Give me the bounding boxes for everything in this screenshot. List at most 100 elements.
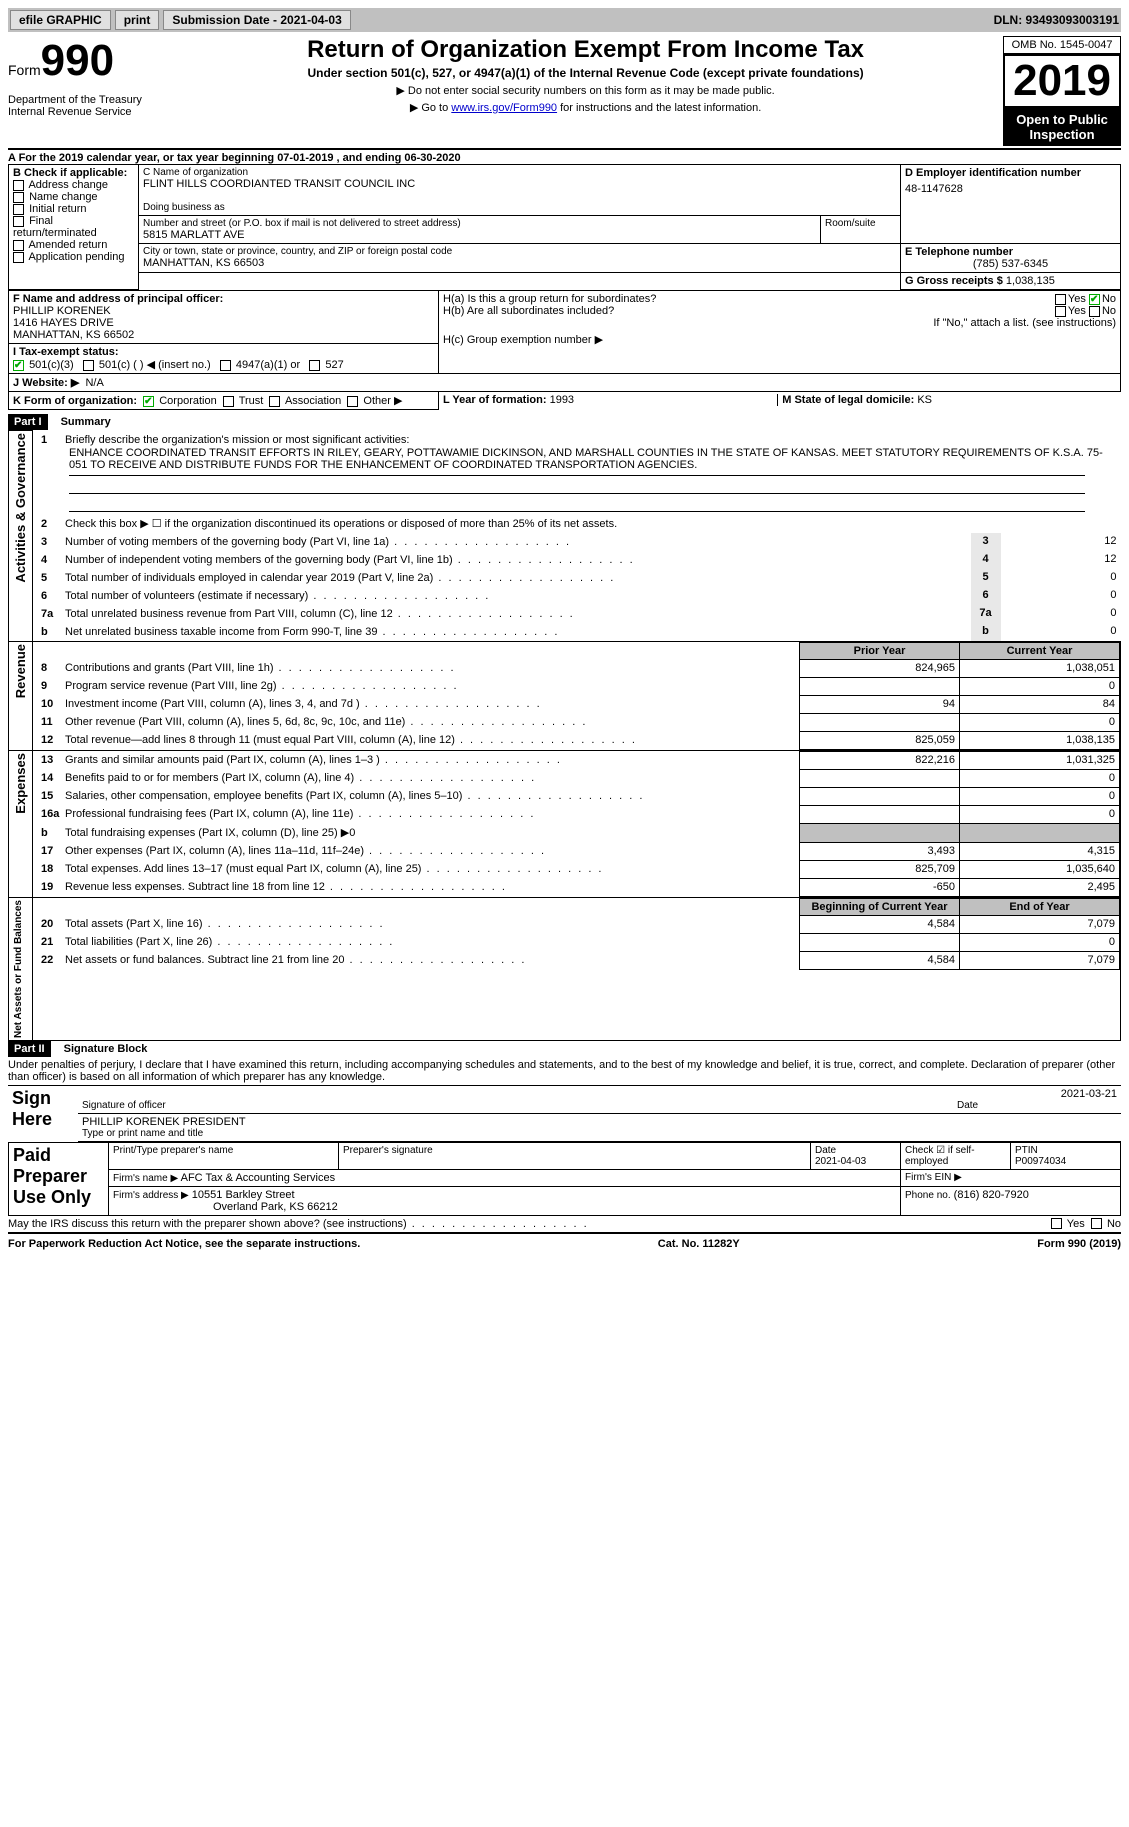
hb-label: H(b) Are all subordinates included? (443, 305, 614, 317)
sign-here: Sign Here (8, 1086, 78, 1142)
l1-label: Briefly describe the organization's miss… (65, 434, 1117, 446)
gross-receipts-label: G Gross receipts $ (905, 275, 1003, 287)
summary-table: Activities & Governance 1Briefly describ… (8, 430, 1121, 1041)
omb-number: OMB No. 1545-0047 (1003, 36, 1121, 54)
phone-value: (785) 537-6345 (905, 258, 1116, 270)
form-number: Form990 (8, 36, 168, 86)
print-btn[interactable]: print (115, 10, 160, 30)
check-trust[interactable] (223, 396, 234, 407)
check-527[interactable] (309, 360, 320, 371)
fin-row-16a: 16aProfessional fundraising fees (Part I… (33, 805, 1120, 823)
efile-btn[interactable]: efile GRAPHIC (10, 10, 111, 30)
discuss-yes[interactable] (1051, 1218, 1062, 1229)
check-app-pending[interactable] (13, 252, 24, 263)
street-value: 5815 MARLATT AVE (143, 229, 816, 241)
officer-name: PHILLIP KORENEK (13, 305, 434, 317)
form-org-label: K Form of organization: (13, 395, 137, 407)
check-initial-return[interactable] (13, 204, 24, 215)
fin-row-b: bTotal fundraising expenses (Part IX, co… (33, 823, 1120, 842)
check-501c3[interactable] (13, 360, 24, 371)
ha-no[interactable] (1089, 294, 1100, 305)
footer-catno: Cat. No. 11282Y (658, 1238, 740, 1250)
year-formation: 1993 (550, 394, 574, 406)
check-other[interactable] (347, 396, 358, 407)
check-501c[interactable] (83, 360, 94, 371)
side-expenses: Expenses (13, 753, 28, 814)
part2-title: Signature Block (54, 1043, 148, 1055)
summary-row-6: 6Total number of volunteers (estimate if… (33, 587, 1121, 605)
fin-row-19: 19Revenue less expenses. Subtract line 1… (33, 878, 1120, 896)
fin-row-17: 17Other expenses (Part IX, column (A), l… (33, 842, 1120, 860)
form-subtitle: Under section 501(c), 527, or 4947(a)(1)… (178, 66, 993, 80)
city-value: MANHATTAN, KS 66503 (143, 257, 896, 269)
hb-yes[interactable] (1055, 306, 1066, 317)
check-final-return[interactable] (13, 216, 24, 227)
fin-row-9: 9Program service revenue (Part VIII, lin… (33, 677, 1120, 695)
firm-addr2: Overland Park, KS 66212 (113, 1201, 338, 1213)
fin-row-12: 12Total revenue—add lines 8 through 11 (… (33, 731, 1120, 749)
tax-year: 2019 (1003, 54, 1121, 108)
l2-text: Check this box ▶ ☐ if the organization d… (65, 517, 1117, 530)
ssn-warning: ▶ Do not enter social security numbers o… (178, 84, 993, 97)
dba-label: Doing business as (143, 202, 896, 213)
check-name-change[interactable] (13, 192, 24, 203)
discuss-question: May the IRS discuss this return with the… (8, 1218, 1051, 1230)
officer-addr1: 1416 HAYES DRIVE (13, 317, 434, 329)
check-amended[interactable] (13, 240, 24, 251)
prep-date-val: 2021-04-03 (815, 1156, 866, 1167)
fin-row-14: 14Benefits paid to or for members (Part … (33, 769, 1120, 787)
officer-label: F Name and address of principal officer: (13, 293, 434, 305)
signature-table: Sign Here 2021-03-21 Signature of office… (8, 1086, 1121, 1142)
fin-row-22: 22Net assets or fund balances. Subtract … (33, 951, 1120, 969)
org-name: FLINT HILLS COORDIANTED TRANSIT COUNCIL … (143, 178, 896, 190)
gross-receipts-value: 1,038,135 (1006, 275, 1055, 287)
summary-row-3: 3Number of voting members of the governi… (33, 533, 1121, 551)
fin-row-15: 15Salaries, other compensation, employee… (33, 787, 1120, 805)
summary-row-5: 5Total number of individuals employed in… (33, 569, 1121, 587)
top-toolbar: efile GRAPHIC print Submission Date - 20… (8, 8, 1121, 32)
col-end: End of Year (960, 898, 1120, 915)
side-activities: Activities & Governance (13, 433, 28, 583)
footer-form: Form 990 (2019) (1037, 1238, 1121, 1250)
ein-label: D Employer identification number (905, 167, 1116, 179)
check-self-employed[interactable]: Check ☑ if self-employed (901, 1142, 1011, 1169)
street-label: Number and street (or P.O. box if mail i… (143, 218, 816, 229)
firm-phone: (816) 820-7920 (954, 1189, 1029, 1201)
sub-date: Submission Date - 2021-04-03 (163, 10, 350, 30)
open-to-public: Open to PublicInspection (1003, 108, 1121, 146)
discuss-no[interactable] (1091, 1218, 1102, 1229)
firm-name: AFC Tax & Accounting Services (181, 1172, 335, 1184)
ha-yes[interactable] (1055, 294, 1066, 305)
instructions-link-line: ▶ Go to www.irs.gov/Form990 for instruct… (178, 101, 993, 114)
hb-no[interactable] (1089, 306, 1100, 317)
identity-table: B Check if applicable: Address change Na… (8, 164, 1121, 290)
sig-date-val: 2021-03-21 (82, 1088, 1117, 1100)
website-label: J Website: ▶ (13, 377, 79, 389)
check-assoc[interactable] (269, 396, 280, 407)
fin-row-21: 21Total liabilities (Part X, line 26)0 (33, 933, 1120, 951)
hc-label: H(c) Group exemption number ▶ (443, 334, 603, 346)
check-4947[interactable] (220, 360, 231, 371)
paid-preparer-label: Paid Preparer Use Only (9, 1142, 109, 1215)
footer-paperwork: For Paperwork Reduction Act Notice, see … (8, 1238, 360, 1250)
prep-sig-label: Preparer's signature (339, 1142, 811, 1169)
preparer-table: Paid Preparer Use Only Print/Type prepar… (8, 1142, 1121, 1216)
instructions-link[interactable]: www.irs.gov/Form990 (451, 102, 557, 114)
fin-row-18: 18Total expenses. Add lines 13–17 (must … (33, 860, 1120, 878)
col-current: Current Year (960, 642, 1120, 659)
firm-addr1: 10551 Barkley Street (192, 1189, 295, 1201)
col-beginning: Beginning of Current Year (800, 898, 960, 915)
part1-title: Summary (51, 416, 111, 428)
tax-status-label: I Tax-exempt status: (13, 346, 119, 358)
summary-row-4: 4Number of independent voting members of… (33, 551, 1121, 569)
col-prior: Prior Year (800, 642, 960, 659)
dln: DLN: 93493093003191 (994, 13, 1119, 27)
check-corp[interactable] (143, 396, 154, 407)
summary-row-7a: 7aTotal unrelated business revenue from … (33, 605, 1121, 623)
perjury-declaration: Under penalties of perjury, I declare th… (8, 1057, 1121, 1086)
side-revenue: Revenue (13, 644, 28, 698)
website-value: N/A (85, 377, 103, 389)
box-b-label: B Check if applicable: (13, 167, 134, 179)
check-address-change[interactable] (13, 180, 24, 191)
side-netassets: Net Assets or Fund Balances (13, 900, 24, 1038)
